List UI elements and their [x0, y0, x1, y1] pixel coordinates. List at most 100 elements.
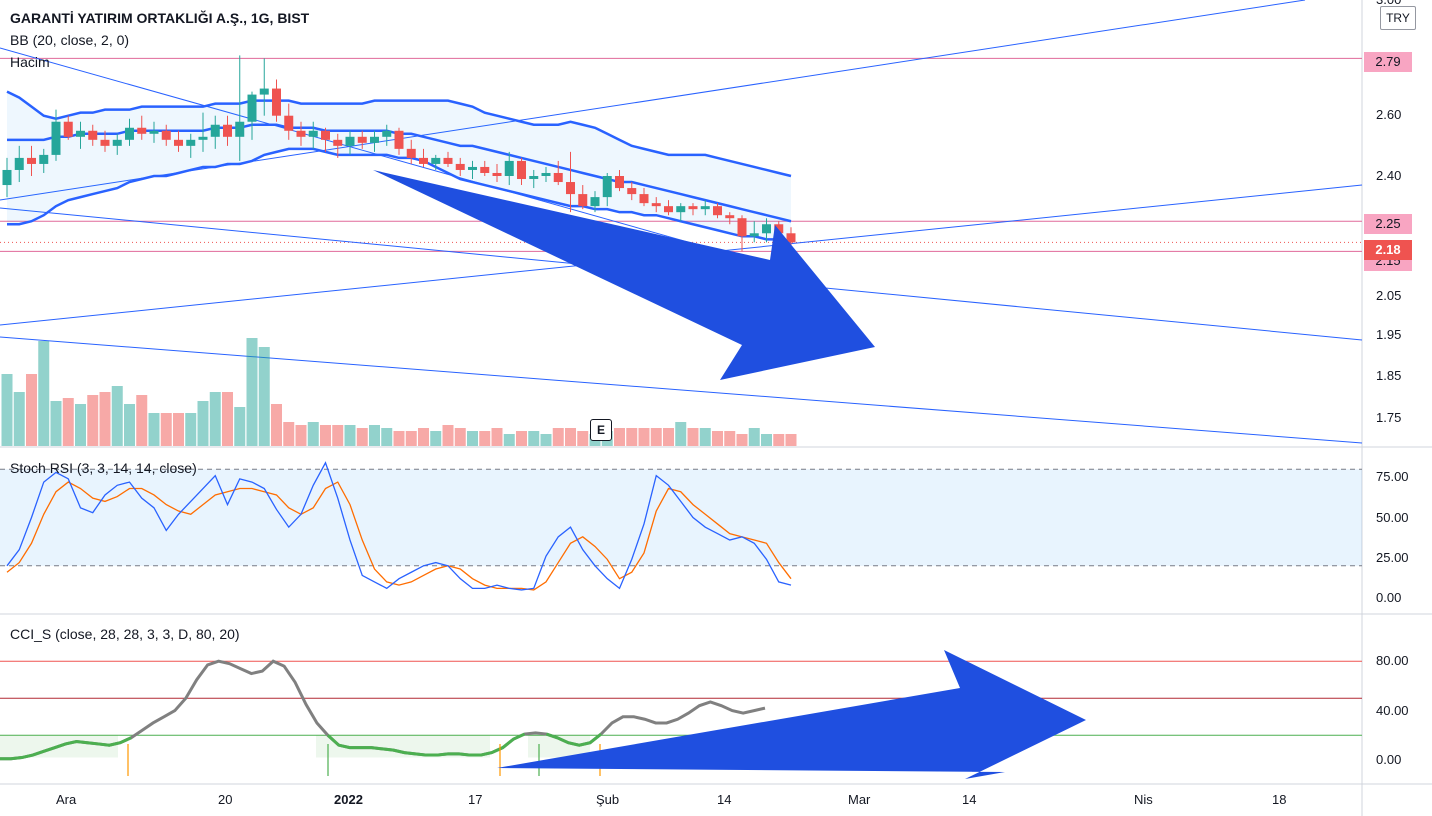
cci-tick-label: 40.00 — [1376, 702, 1409, 718]
cci-tick-label: 0.00 — [1376, 752, 1402, 767]
candle-body — [88, 130, 98, 140]
volume-bar — [565, 428, 576, 446]
volume-bar — [332, 425, 344, 446]
candle-body — [296, 130, 306, 137]
price-tick-label: 3.00 — [1376, 0, 1401, 7]
price-tick-label: 2.60 — [1376, 107, 1402, 122]
candle-body — [700, 206, 710, 210]
candle-body — [504, 160, 514, 176]
volume-bar — [516, 431, 527, 446]
volume-bar — [442, 425, 454, 446]
candle-body — [210, 124, 220, 137]
candle-body — [39, 154, 49, 164]
price-tick-label: 2.40 — [1376, 168, 1402, 183]
volume-bar — [344, 425, 356, 446]
time-tick-label: Şub — [596, 792, 620, 807]
price-tick-label: 2.05 — [1376, 288, 1402, 303]
stoch-tick-label: 75.00 — [1376, 469, 1409, 485]
candle-body — [615, 176, 624, 189]
candle-body — [308, 130, 318, 137]
candle-body — [137, 127, 147, 134]
symbol-title: GARANTİ YATIRIM ORTAKLIĞI A.Ş., 1G, BIST — [10, 10, 310, 26]
candle-body — [382, 130, 392, 137]
candle-body — [737, 218, 747, 237]
candle-body — [51, 121, 61, 155]
bb-legend: BB (20, close, 2, 0) — [10, 32, 130, 48]
volume-bar — [124, 404, 135, 446]
candle-body — [651, 203, 661, 207]
stoch-d-line — [6, 481, 792, 591]
candle-body — [578, 194, 588, 207]
candle-body — [725, 215, 735, 219]
candle-body — [664, 206, 673, 213]
currency-button[interactable]: TRY — [1380, 6, 1416, 30]
cci-oversold-segment — [0, 736, 132, 761]
candle-body — [627, 188, 637, 195]
cci-oversold-segment — [326, 732, 526, 757]
volume-bar — [320, 425, 331, 446]
volume-bar — [773, 434, 785, 446]
cci-oversold-segment — [545, 732, 603, 747]
candle-body — [370, 136, 379, 143]
volume-bar — [62, 398, 74, 446]
volume-bar — [454, 428, 466, 446]
candle-body — [100, 139, 110, 146]
earnings-badge[interactable]: E — [590, 419, 612, 441]
volume-bar — [356, 428, 368, 446]
cci-oversold-zone — [528, 735, 590, 758]
time-tick-label: Ara — [56, 792, 77, 807]
candle-body — [333, 139, 343, 146]
volume-bar — [50, 401, 62, 446]
candle-body — [786, 233, 796, 243]
candle-body — [688, 206, 698, 210]
price-tick-label: 1.75 — [1376, 410, 1402, 425]
candle-body — [284, 115, 294, 131]
volume-bar — [75, 404, 86, 446]
stoch-tick-label: 25.00 — [1376, 549, 1409, 565]
candle-body — [431, 157, 441, 164]
candle-body — [63, 121, 73, 137]
candle-body — [517, 160, 526, 180]
volume-bar — [552, 428, 564, 446]
trend-line — [0, 336, 1363, 444]
volume-bar — [724, 431, 736, 446]
candle-body — [259, 88, 269, 95]
cci-tick-label: 80.00 — [1376, 653, 1409, 669]
volume-bar — [160, 413, 172, 446]
volume-bar — [528, 431, 540, 446]
candle-body — [247, 94, 257, 122]
volume-bar — [381, 428, 393, 446]
candle-body — [455, 163, 465, 170]
volume-bar — [467, 431, 478, 446]
candle-body — [639, 194, 649, 204]
candle-body — [345, 136, 355, 146]
candle-body — [14, 157, 24, 170]
volume-bar — [185, 413, 197, 446]
candle-body — [272, 88, 281, 116]
price-tag-2-25: 2.25 — [1364, 214, 1412, 234]
volume-bar — [761, 434, 772, 446]
volume-bar — [393, 431, 405, 446]
stoch-k-line — [6, 461, 792, 591]
volume-bar — [638, 428, 650, 446]
candle-body — [161, 130, 171, 140]
time-tick-label: 18 — [1272, 792, 1287, 807]
candle-body — [762, 224, 771, 234]
price-tag-2-79: 2.79 — [1364, 52, 1412, 72]
volume-legend: Hacim — [10, 54, 50, 70]
volume-bar — [540, 434, 552, 446]
time-tick-label: 20 — [218, 792, 233, 807]
volume-bar — [234, 407, 246, 446]
candle-body — [492, 172, 502, 176]
volume-bar — [479, 431, 491, 446]
volume-bar — [369, 425, 380, 446]
volume-bar — [785, 434, 797, 446]
volume-bar — [99, 392, 111, 446]
bb-upper-line — [6, 90, 792, 178]
time-tick-label: 17 — [468, 792, 483, 807]
volume-bar — [614, 428, 625, 446]
candle-body — [174, 139, 183, 146]
stoch-rsi-legend: Stoch RSI (3, 3, 14, 14, close) — [10, 460, 197, 476]
volume-bar — [736, 434, 748, 446]
